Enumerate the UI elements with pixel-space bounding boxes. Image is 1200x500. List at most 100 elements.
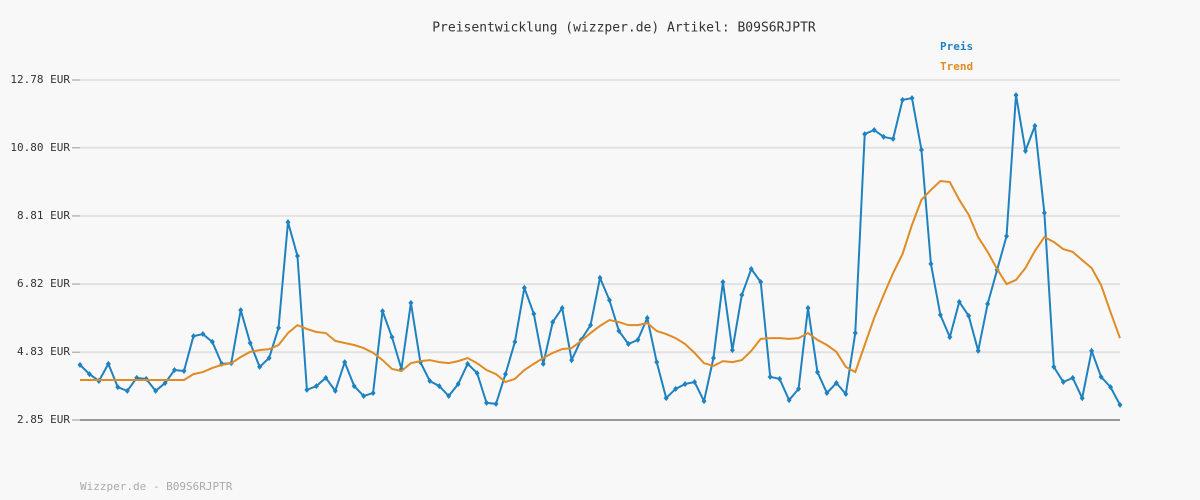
point <box>956 298 962 305</box>
point <box>814 369 820 376</box>
point <box>890 135 896 142</box>
point <box>474 370 480 377</box>
point <box>777 375 783 382</box>
point <box>1098 373 1104 380</box>
point <box>597 274 603 281</box>
point <box>313 383 319 390</box>
point <box>1079 395 1085 402</box>
point <box>209 338 215 345</box>
point <box>644 314 650 321</box>
point <box>701 398 707 405</box>
point <box>720 279 726 286</box>
point <box>550 319 556 326</box>
point <box>1041 209 1047 216</box>
point <box>351 383 357 390</box>
point <box>200 331 206 338</box>
point <box>900 96 906 103</box>
point <box>852 330 858 337</box>
point <box>767 373 773 380</box>
point <box>616 327 622 334</box>
point <box>1051 363 1057 370</box>
point <box>1108 384 1114 391</box>
point <box>484 399 490 406</box>
point <box>739 292 745 299</box>
point <box>1013 92 1019 99</box>
point <box>1070 374 1076 381</box>
point <box>673 385 679 392</box>
chart-title: Preisentwicklung (wizzper.de) Artikel: B… <box>432 21 816 36</box>
point <box>588 322 594 329</box>
point <box>663 395 669 402</box>
legend-label: Trend <box>940 60 973 73</box>
point <box>1089 347 1095 354</box>
point <box>692 378 698 385</box>
point <box>1022 147 1028 154</box>
point <box>975 347 981 354</box>
point <box>172 367 178 374</box>
point <box>493 400 499 407</box>
point <box>985 300 991 307</box>
point <box>455 381 461 388</box>
point <box>86 371 92 378</box>
point <box>370 389 376 396</box>
point <box>796 385 802 392</box>
point <box>824 389 830 396</box>
y-tick-label: 4.83 EUR <box>17 345 70 358</box>
point <box>285 219 291 226</box>
point <box>833 380 839 387</box>
point <box>162 380 168 387</box>
footer: Wizzper.de - B09S6RJPTR <box>80 480 233 493</box>
point <box>124 387 130 394</box>
point <box>758 279 764 286</box>
point <box>862 131 868 138</box>
point <box>937 311 943 318</box>
point <box>294 252 300 259</box>
point <box>786 397 792 404</box>
point <box>805 305 811 312</box>
point <box>606 297 612 304</box>
point <box>682 381 688 388</box>
point <box>918 146 924 153</box>
point <box>1004 233 1010 240</box>
point <box>531 310 537 317</box>
y-tick-label: 10.80 EUR <box>10 141 70 154</box>
point <box>77 361 83 368</box>
point <box>1032 122 1038 129</box>
point <box>105 360 111 367</box>
point <box>966 312 972 319</box>
point <box>521 284 527 291</box>
point <box>342 359 348 366</box>
point <box>559 305 565 312</box>
point <box>635 336 641 343</box>
point <box>748 266 754 273</box>
point <box>380 308 386 315</box>
point <box>361 393 367 400</box>
point <box>323 374 329 381</box>
y-tick-label: 8.81 EUR <box>17 209 70 222</box>
point <box>1060 378 1066 385</box>
point <box>465 360 471 367</box>
point <box>190 333 196 340</box>
point <box>909 95 915 102</box>
point <box>238 307 244 314</box>
point <box>181 368 187 375</box>
point <box>569 357 575 364</box>
point <box>654 359 660 366</box>
point <box>257 363 263 370</box>
point <box>247 339 253 346</box>
point <box>115 384 121 391</box>
point <box>928 260 934 267</box>
y-tick-label: 6.82 EUR <box>17 277 70 290</box>
point <box>153 387 159 394</box>
line <box>80 179 1121 384</box>
point <box>266 355 272 362</box>
point <box>436 383 442 390</box>
point <box>427 377 433 384</box>
point <box>540 360 546 367</box>
point <box>408 299 414 306</box>
point <box>729 347 735 354</box>
point <box>512 338 518 345</box>
